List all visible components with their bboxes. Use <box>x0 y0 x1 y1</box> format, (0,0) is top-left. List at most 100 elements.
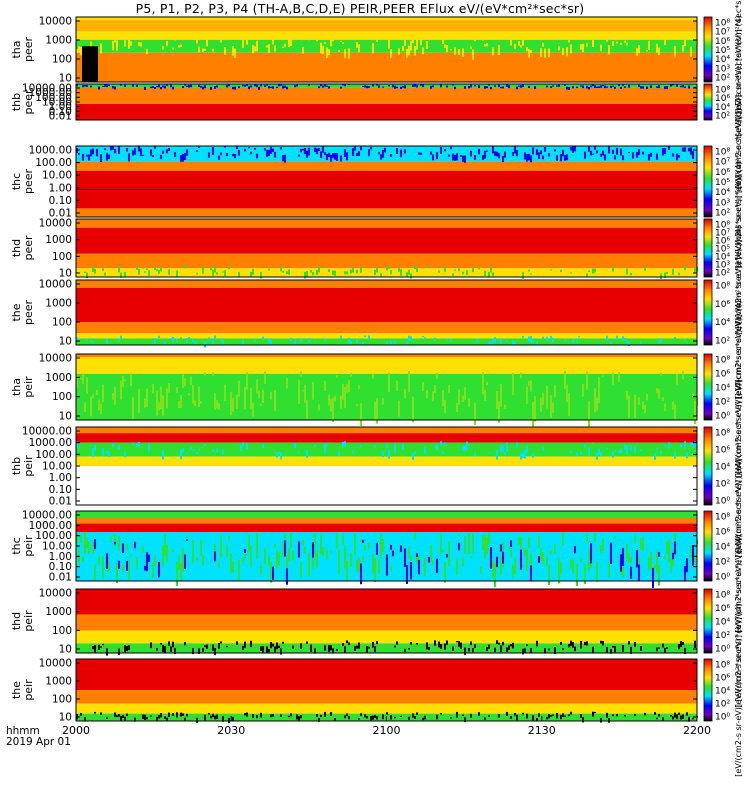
y-tick-label: 1000 <box>45 606 72 618</box>
y-tick-label: 100 <box>52 625 72 637</box>
colorbar-tick-label: 10⁶ <box>715 37 730 47</box>
colorbar-tick-label: 10² <box>715 480 730 490</box>
colorbar-tick-label: 10⁶ <box>715 300 730 310</box>
colorbar-units: [eV/(cm2-s sr-eV)] [eV/(cm²*sec*sr*eV)] … <box>734 300 743 473</box>
y-tick-label: 1.00 <box>49 551 72 563</box>
colorbar-tick-label: 10⁶ <box>715 528 730 538</box>
y-tick-label: 100.00 <box>35 449 72 461</box>
panel-frame <box>75 353 698 421</box>
y-tick-label: 10 <box>59 336 72 348</box>
colorbar-tick-label: 10⁶ <box>715 168 730 178</box>
colorbar-tick-label: 10⁰ <box>715 713 730 723</box>
y-tick-label: 10000 <box>39 588 72 600</box>
colorbar <box>703 16 713 83</box>
panel-label: thapeir <box>10 376 35 398</box>
y-tick-label: 0.01 <box>49 572 72 584</box>
spectrogram-thc-peir <box>76 511 698 588</box>
panel-frame <box>75 588 698 654</box>
y-tick-label: 10.00 <box>42 170 72 182</box>
panel-frame <box>75 218 698 278</box>
colorbar-tick-label: 10⁰ <box>715 412 730 422</box>
colorbar-tick-label: 10⁷ <box>715 158 730 168</box>
colorbar-tick-label: 10⁸ <box>715 661 730 671</box>
y-tick-label: 10000 <box>39 16 72 28</box>
colorbar-tick-label: 10⁵ <box>715 245 730 255</box>
y-tick-label: 1000 <box>45 298 72 310</box>
y-tick-label: 100.00 <box>35 157 72 169</box>
panel-label: thepeir <box>10 679 35 701</box>
spectrogram-thb-peer <box>76 84 697 120</box>
x-tick-label: 2100 <box>373 724 401 737</box>
colorbar-tick-label: 10² <box>715 558 730 568</box>
panel-frame <box>75 16 698 83</box>
colorbar-tick-label: 10⁶ <box>715 237 730 247</box>
colorbar-tick-label: 10³ <box>715 198 730 208</box>
date-label: 2019 Apr 01 <box>6 736 71 748</box>
colorbar <box>703 353 713 421</box>
y-tick-label: 1000.00 <box>29 145 72 157</box>
y-tick-label: 10 <box>59 73 72 85</box>
colorbar-tick-label: 10⁸ <box>715 221 730 231</box>
y-tick-label: 100 <box>52 391 72 403</box>
panel-label: thcpeer <box>10 169 35 195</box>
colorbar-tick-label: 10² <box>715 700 730 710</box>
y-tick-label: 1000 <box>45 676 72 688</box>
y-tick-label: 100.00 <box>35 92 72 104</box>
colorbar <box>703 218 713 278</box>
y-tick-label: 1.00 <box>49 472 72 484</box>
y-tick-label: 10000.00 <box>22 510 72 522</box>
panel-label: thdpeer <box>10 235 35 261</box>
colorbar-tick-label: 10² <box>715 631 730 641</box>
y-tick-label: 10.00 <box>42 97 72 109</box>
y-tick-label: 100 <box>52 54 72 66</box>
y-tick-label: 0.10 <box>49 561 72 573</box>
colorbar-tick-label: 10⁰ <box>715 497 730 507</box>
y-tick-label: 1.00 <box>49 101 72 113</box>
colorbar-units: [eV/(cm2-s sr-eV)] [eV/(cm²*sec*sr*eV)] … <box>734 226 743 399</box>
y-tick-label: 1000 <box>45 372 72 384</box>
colorbar-tick-label: 10² <box>715 112 730 122</box>
panel-label: thbpeer <box>10 89 35 115</box>
colorbar-tick-label: 10⁸ <box>715 148 730 158</box>
spectrogram-the-peir <box>76 659 698 724</box>
x-axis-label: hhmm <box>6 725 40 737</box>
colorbar-tick-label: 10⁴ <box>715 463 730 473</box>
colorbar-tick-label: 10⁰ <box>715 645 730 655</box>
colorbar-tick-label: 10⁶ <box>715 674 730 684</box>
y-tick-label: 10000 <box>39 353 72 365</box>
colorbar <box>703 83 713 121</box>
panel-thd-peir: 10000 1000 100 10 thdpeir 10⁸ 10⁶ 10⁴ 10² 10⁰ [eV/… <box>10 534 743 707</box>
colorbar-tick-label: 10⁴ <box>715 687 730 697</box>
y-tick-label: 10 <box>59 644 72 656</box>
y-tick-label: 100 <box>52 317 72 329</box>
y-tick-label: 10000.00 <box>22 426 72 438</box>
colorbar-tick-label: 10² <box>715 398 730 408</box>
colorbar-tick-label: 10⁴ <box>715 253 730 263</box>
y-tick-label: 1000 <box>45 35 72 47</box>
colorbar <box>703 588 713 654</box>
panel-tha-peir: 10000 1000 100 10 thapeir 10⁸ 10⁶ 10⁴ 10² 10⁰ [eV/… <box>10 300 743 473</box>
colorbar-tick-label: 10⁸ <box>715 591 730 601</box>
y-tick-label: 100.00 <box>35 530 72 542</box>
colorbar-tick-label: 10² <box>715 209 730 219</box>
colorbar-tick-label: 10² <box>715 269 730 279</box>
panel-frame <box>75 279 698 346</box>
y-tick-label: 0.01 <box>49 111 72 123</box>
colorbar-tick-label: 10⁸ <box>715 513 730 523</box>
y-tick-label: 10000 <box>39 218 72 230</box>
x-tick-label: 2200 <box>683 724 711 737</box>
colorbar-tick-label: 10⁴ <box>715 318 730 328</box>
y-tick-label: 10000 <box>39 658 72 670</box>
colorbar-units: [eV/(cm2-s sr-eV)] [eV/(cm²*sec*sr*eV)] … <box>734 95 743 268</box>
colorbar-tick-label: 10³ <box>715 64 730 74</box>
y-tick-label: 10.00 <box>42 541 72 553</box>
colorbar-tick-label: 10⁸ <box>715 19 730 29</box>
colorbar-tick-label: 10⁵ <box>715 178 730 188</box>
y-tick-label: 0.01 <box>49 208 72 220</box>
spectrogram-thc-peer <box>76 146 697 217</box>
y-tick-label: 10000 <box>39 279 72 291</box>
panel-thc-peir: 10000.001000.00100.0010.001.000.100.01th… <box>10 459 743 632</box>
y-tick-label: 1.00 <box>49 182 72 194</box>
y-tick-label: 1000 <box>45 234 72 246</box>
